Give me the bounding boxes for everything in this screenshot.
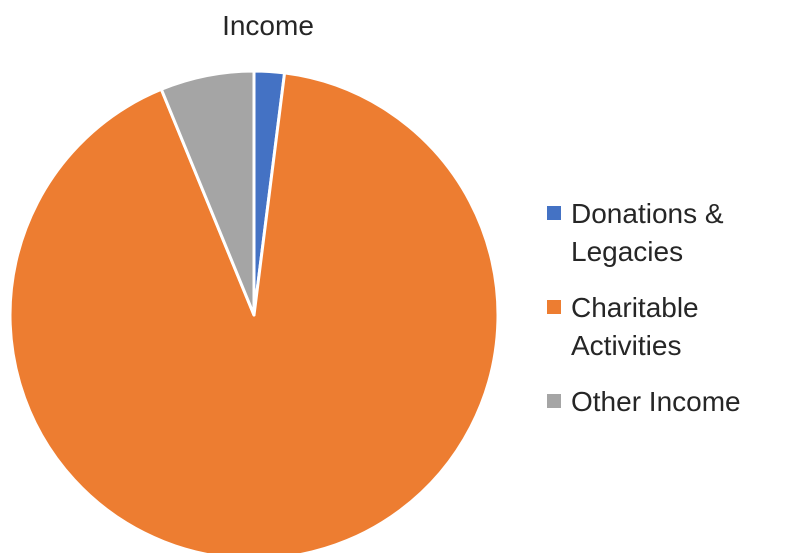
legend-label: Charitable Activities — [571, 292, 699, 361]
legend: Donations & Legacies Charitable Activitie… — [547, 195, 787, 439]
legend-item: Donations & Legacies — [547, 195, 787, 271]
pie-svg — [8, 69, 500, 558]
legend-item: Charitable Activities — [547, 289, 787, 365]
chart-title: Income — [222, 10, 314, 41]
pie-chart — [8, 69, 500, 558]
legend-swatch — [547, 206, 561, 220]
legend-swatch — [547, 394, 561, 408]
pie-slice-other-income — [159, 69, 256, 317]
legend-label: Other Income — [571, 386, 741, 417]
legend-label: Donations & Legacies — [571, 198, 724, 267]
legend-item: Other Income — [547, 383, 787, 421]
legend-swatch — [547, 300, 561, 314]
